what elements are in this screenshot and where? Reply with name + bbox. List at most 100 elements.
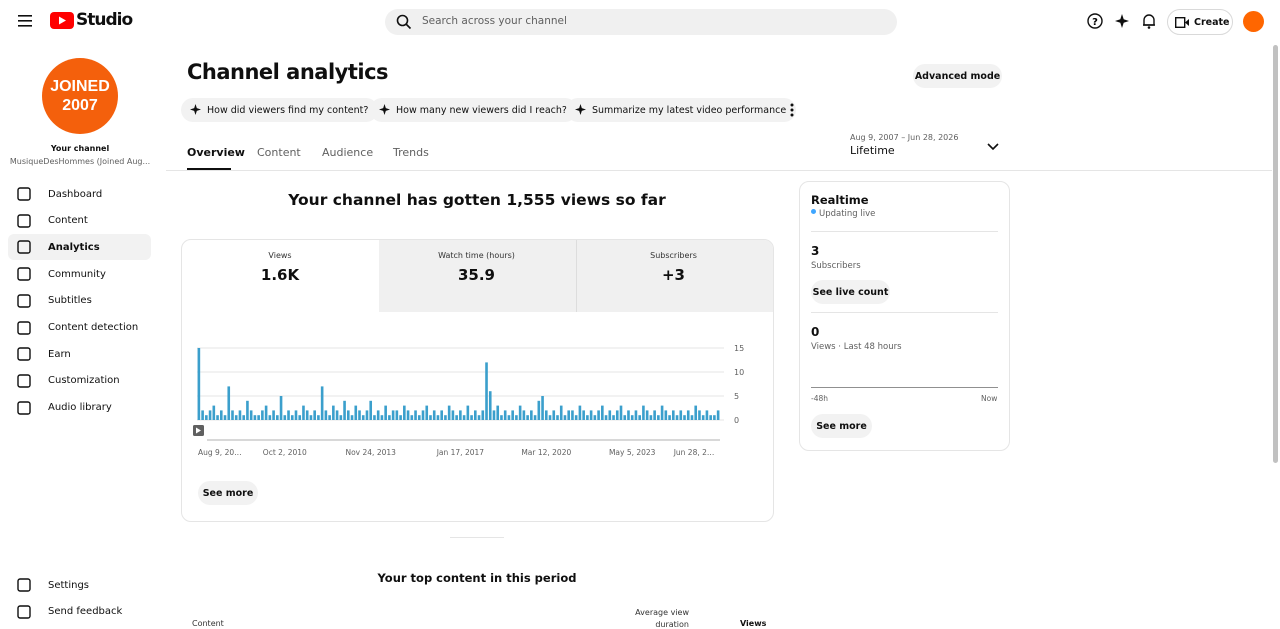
nav-label: Community xyxy=(48,268,106,280)
bar xyxy=(608,410,612,420)
bar xyxy=(339,415,343,420)
nav-item[interactable]: Analytics xyxy=(8,234,151,261)
bar xyxy=(593,415,597,420)
menu-icon[interactable] xyxy=(18,15,32,27)
bar xyxy=(615,410,619,420)
see-more-button[interactable]: See more xyxy=(198,481,258,505)
nav-item[interactable]: Subtitles xyxy=(8,288,151,314)
bell-icon[interactable] xyxy=(1142,13,1156,29)
bar xyxy=(544,410,548,420)
bar xyxy=(358,410,361,420)
bar xyxy=(440,410,443,420)
bar xyxy=(290,415,294,420)
bar xyxy=(571,410,574,420)
bar xyxy=(380,415,384,420)
nav-item[interactable]: Content detection xyxy=(8,315,151,341)
bar xyxy=(686,410,690,420)
nav-icon xyxy=(17,400,31,415)
help-icon[interactable]: ? xyxy=(1087,13,1103,29)
bar xyxy=(589,410,593,420)
nav-label: Settings xyxy=(48,579,90,591)
chart-card xyxy=(181,239,774,522)
metric-card[interactable]: Watch time (hours) 35.9 xyxy=(378,240,575,311)
views-label: Views · Last 48 hours xyxy=(811,342,902,352)
bar xyxy=(537,400,541,420)
logo-icon[interactable] xyxy=(50,12,74,29)
bar xyxy=(642,405,645,420)
bar xyxy=(227,386,231,420)
bar xyxy=(612,415,615,420)
y-tick-label: 15 xyxy=(734,344,744,353)
period[interactable]: Lifetime xyxy=(850,144,895,157)
nav-icon xyxy=(17,347,31,361)
nav-item[interactable]: Content xyxy=(8,208,151,234)
tab[interactable]: Trends xyxy=(393,146,429,159)
bar xyxy=(574,415,578,420)
realtime-title: Realtime xyxy=(811,193,869,207)
bar xyxy=(690,415,694,420)
bar xyxy=(701,415,705,420)
x-tick-label: Oct 2, 2010 xyxy=(263,448,307,457)
bar xyxy=(679,410,683,420)
views-chart: 0 5 10 15 Aug 9, 20… Oct 2, 2010 Nov 24, 2013 J… xyxy=(193,344,744,457)
metric-value: 1.6K xyxy=(260,266,300,284)
bar xyxy=(511,410,514,420)
bar xyxy=(567,410,571,420)
y-tick-label: 0 xyxy=(734,416,739,425)
bar xyxy=(216,415,219,420)
prompt-chip[interactable]: Summarize my latest video performance xyxy=(566,98,797,122)
x-tick-label: Jun 28, 2… xyxy=(673,448,715,457)
tab[interactable]: Content xyxy=(257,146,301,159)
bar xyxy=(664,410,668,420)
nav-item[interactable]: Audio library xyxy=(8,395,151,421)
bar xyxy=(716,410,720,420)
tab[interactable]: Overview xyxy=(187,146,245,159)
nav-label: Analytics xyxy=(48,241,100,253)
bar xyxy=(645,410,649,420)
bar xyxy=(197,348,201,420)
prompt-chip[interactable]: How did viewers find my content? xyxy=(181,98,379,122)
bar xyxy=(346,410,350,420)
bar xyxy=(246,400,249,420)
nav-item[interactable]: Settings xyxy=(8,572,151,598)
advanced-mode-button[interactable]: Advanced mode xyxy=(913,64,1002,88)
spark-icon[interactable] xyxy=(1115,14,1129,28)
bar xyxy=(272,410,275,420)
nav-label: Subtitles xyxy=(48,295,92,307)
nav-icon xyxy=(17,320,31,335)
bar xyxy=(627,410,630,420)
bar xyxy=(709,415,712,420)
prompt-chip[interactable]: How many new viewers did I reach? xyxy=(370,98,577,122)
bar xyxy=(376,410,380,420)
live-count-button[interactable]: See live count xyxy=(811,280,890,304)
nav-item[interactable]: Customization xyxy=(8,368,151,394)
nav-item[interactable]: Community xyxy=(8,261,151,287)
bar xyxy=(309,415,313,420)
bar xyxy=(515,415,518,420)
avatar-line: JOINED xyxy=(50,78,110,95)
tab[interactable]: Audience xyxy=(322,146,374,159)
dropdown-icon[interactable] xyxy=(987,143,999,151)
logo-text[interactable]: Studio xyxy=(76,10,133,30)
channel-avatar[interactable]: JOINED 2007 xyxy=(42,58,118,134)
see-more-button[interactable]: See more xyxy=(811,414,872,438)
account-avatar[interactable] xyxy=(1243,11,1264,32)
nav-item[interactable]: Earn xyxy=(8,341,151,367)
create-button[interactable]: Create xyxy=(1167,9,1233,35)
bar xyxy=(305,410,309,420)
nav-icon xyxy=(17,187,31,201)
search-box[interactable]: Search across your channel xyxy=(385,9,897,35)
y-tick-label: 10 xyxy=(734,368,744,377)
bar xyxy=(444,415,447,420)
scrollbar[interactable] xyxy=(1273,45,1278,463)
metric-card[interactable]: Views 1.6K xyxy=(182,240,378,311)
nav-item[interactable]: Dashboard xyxy=(8,181,151,207)
bar xyxy=(328,415,331,420)
nav-item[interactable]: Send feedback xyxy=(8,599,151,625)
bar xyxy=(403,405,406,420)
more-icon[interactable] xyxy=(790,103,794,117)
date-range[interactable]: Aug 9, 2007 – Jun 28, 2026 xyxy=(850,133,959,142)
bar xyxy=(630,415,634,420)
metric-card[interactable]: Subscribers +3 xyxy=(575,240,772,311)
realtime-status: Updating live xyxy=(819,209,876,219)
